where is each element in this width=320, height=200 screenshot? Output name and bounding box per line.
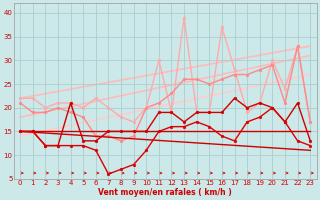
X-axis label: Vent moyen/en rafales ( km/h ): Vent moyen/en rafales ( km/h ) — [98, 188, 232, 197]
